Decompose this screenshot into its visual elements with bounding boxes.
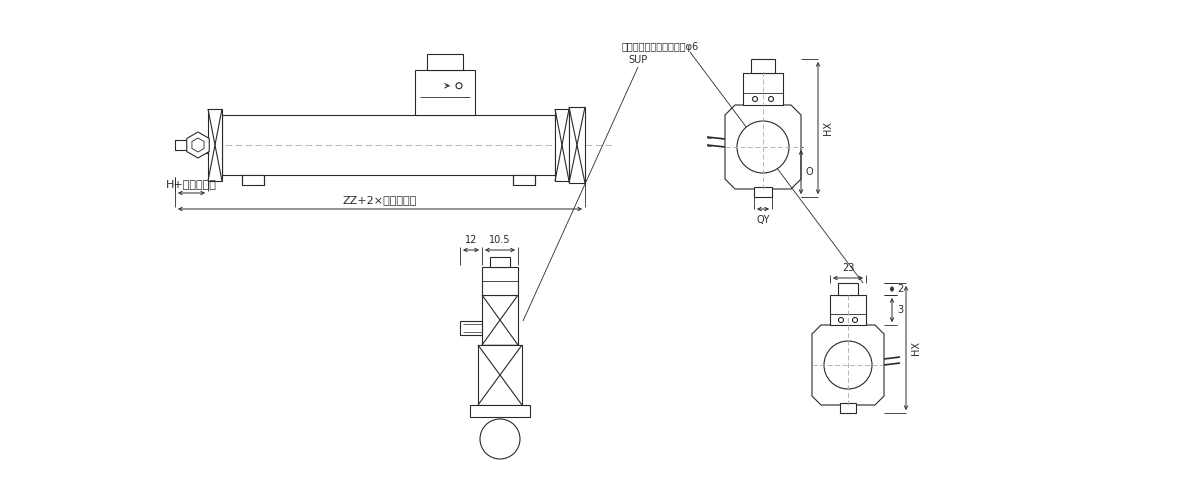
Bar bbox=[743, 73, 783, 105]
Bar bbox=[242, 175, 264, 185]
Circle shape bbox=[824, 341, 872, 389]
Text: SUP: SUP bbox=[629, 55, 648, 65]
Text: ワンタッチ管継手配管径φ6: ワンタッチ管継手配管径φ6 bbox=[622, 42, 698, 52]
Bar bbox=[222, 115, 555, 175]
Text: ZZ+2×ストローク: ZZ+2×ストローク bbox=[343, 195, 417, 205]
Polygon shape bbox=[812, 325, 884, 405]
Circle shape bbox=[853, 318, 858, 322]
Bar bbox=[830, 295, 866, 325]
Polygon shape bbox=[187, 132, 210, 158]
Bar bbox=[751, 59, 775, 73]
Bar bbox=[470, 405, 530, 417]
Bar bbox=[175, 140, 187, 150]
Bar bbox=[415, 70, 474, 115]
Bar bbox=[460, 321, 482, 335]
Text: 23: 23 bbox=[842, 263, 854, 273]
Bar bbox=[208, 109, 222, 181]
Text: 3: 3 bbox=[897, 305, 903, 315]
Circle shape bbox=[752, 96, 757, 102]
Bar bbox=[482, 267, 518, 295]
Circle shape bbox=[839, 318, 843, 322]
Circle shape bbox=[480, 419, 520, 459]
Circle shape bbox=[737, 121, 789, 173]
Text: HX: HX bbox=[910, 341, 921, 355]
Bar bbox=[569, 107, 585, 183]
Text: H+ストローク: H+ストローク bbox=[167, 179, 217, 189]
Bar bbox=[490, 257, 510, 267]
Bar bbox=[426, 54, 462, 70]
Text: 2: 2 bbox=[897, 284, 903, 294]
Bar bbox=[513, 175, 536, 185]
Bar bbox=[482, 295, 518, 345]
Bar bbox=[555, 109, 569, 181]
Text: 10.5: 10.5 bbox=[489, 235, 510, 245]
Bar bbox=[190, 137, 208, 153]
Circle shape bbox=[456, 82, 462, 89]
Text: QY: QY bbox=[756, 215, 770, 225]
Polygon shape bbox=[725, 105, 801, 189]
Text: HX: HX bbox=[823, 121, 833, 135]
Bar bbox=[478, 345, 522, 405]
Bar bbox=[754, 187, 772, 197]
Bar bbox=[837, 283, 858, 295]
Bar bbox=[840, 403, 857, 413]
Bar bbox=[222, 115, 555, 175]
Text: 12: 12 bbox=[465, 235, 477, 245]
Polygon shape bbox=[192, 138, 204, 152]
Text: O: O bbox=[806, 167, 813, 177]
Circle shape bbox=[768, 96, 774, 102]
